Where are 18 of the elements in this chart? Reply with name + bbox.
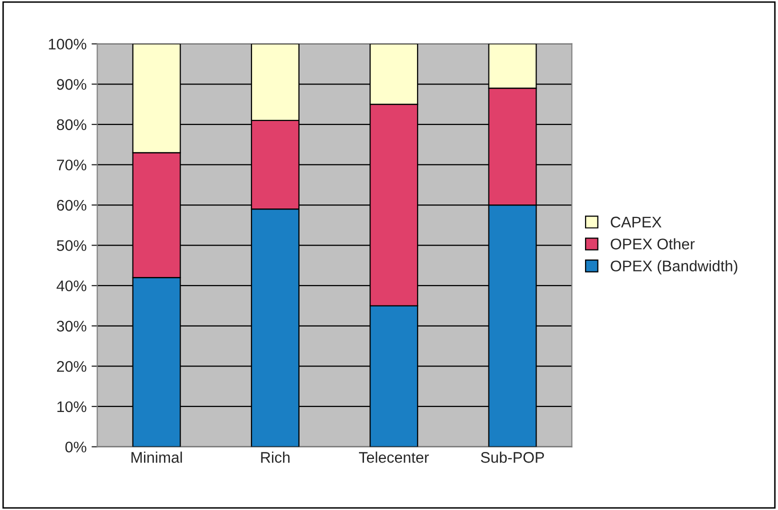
y-tick-label: 80% bbox=[56, 119, 86, 130]
y-tick-label: 20% bbox=[57, 361, 86, 372]
x-tick-label: Minimal bbox=[132, 452, 182, 463]
legend-label: OPEX (Bandwidth) bbox=[610, 260, 738, 274]
legend-label: OPEX Other bbox=[610, 238, 695, 250]
y-tick-label: 60% bbox=[57, 200, 86, 211]
y-tick-label: 0% bbox=[65, 442, 86, 452]
x-tick-label: Sub-POP bbox=[480, 452, 544, 463]
y-tick-label: 70% bbox=[57, 160, 86, 170]
x-tick-label: Rich bbox=[261, 452, 290, 463]
y-tick-label: 100% bbox=[48, 38, 86, 50]
y-tick-label: 50% bbox=[56, 240, 86, 251]
legend-label: CAPEX bbox=[610, 216, 662, 228]
y-tick-label: 10% bbox=[57, 401, 86, 412]
y-tick-label: 90% bbox=[56, 79, 86, 90]
x-tick-label: Telecenter bbox=[358, 452, 429, 463]
y-tick-label: 30% bbox=[56, 320, 86, 332]
y-tick-label: 40% bbox=[56, 280, 86, 292]
